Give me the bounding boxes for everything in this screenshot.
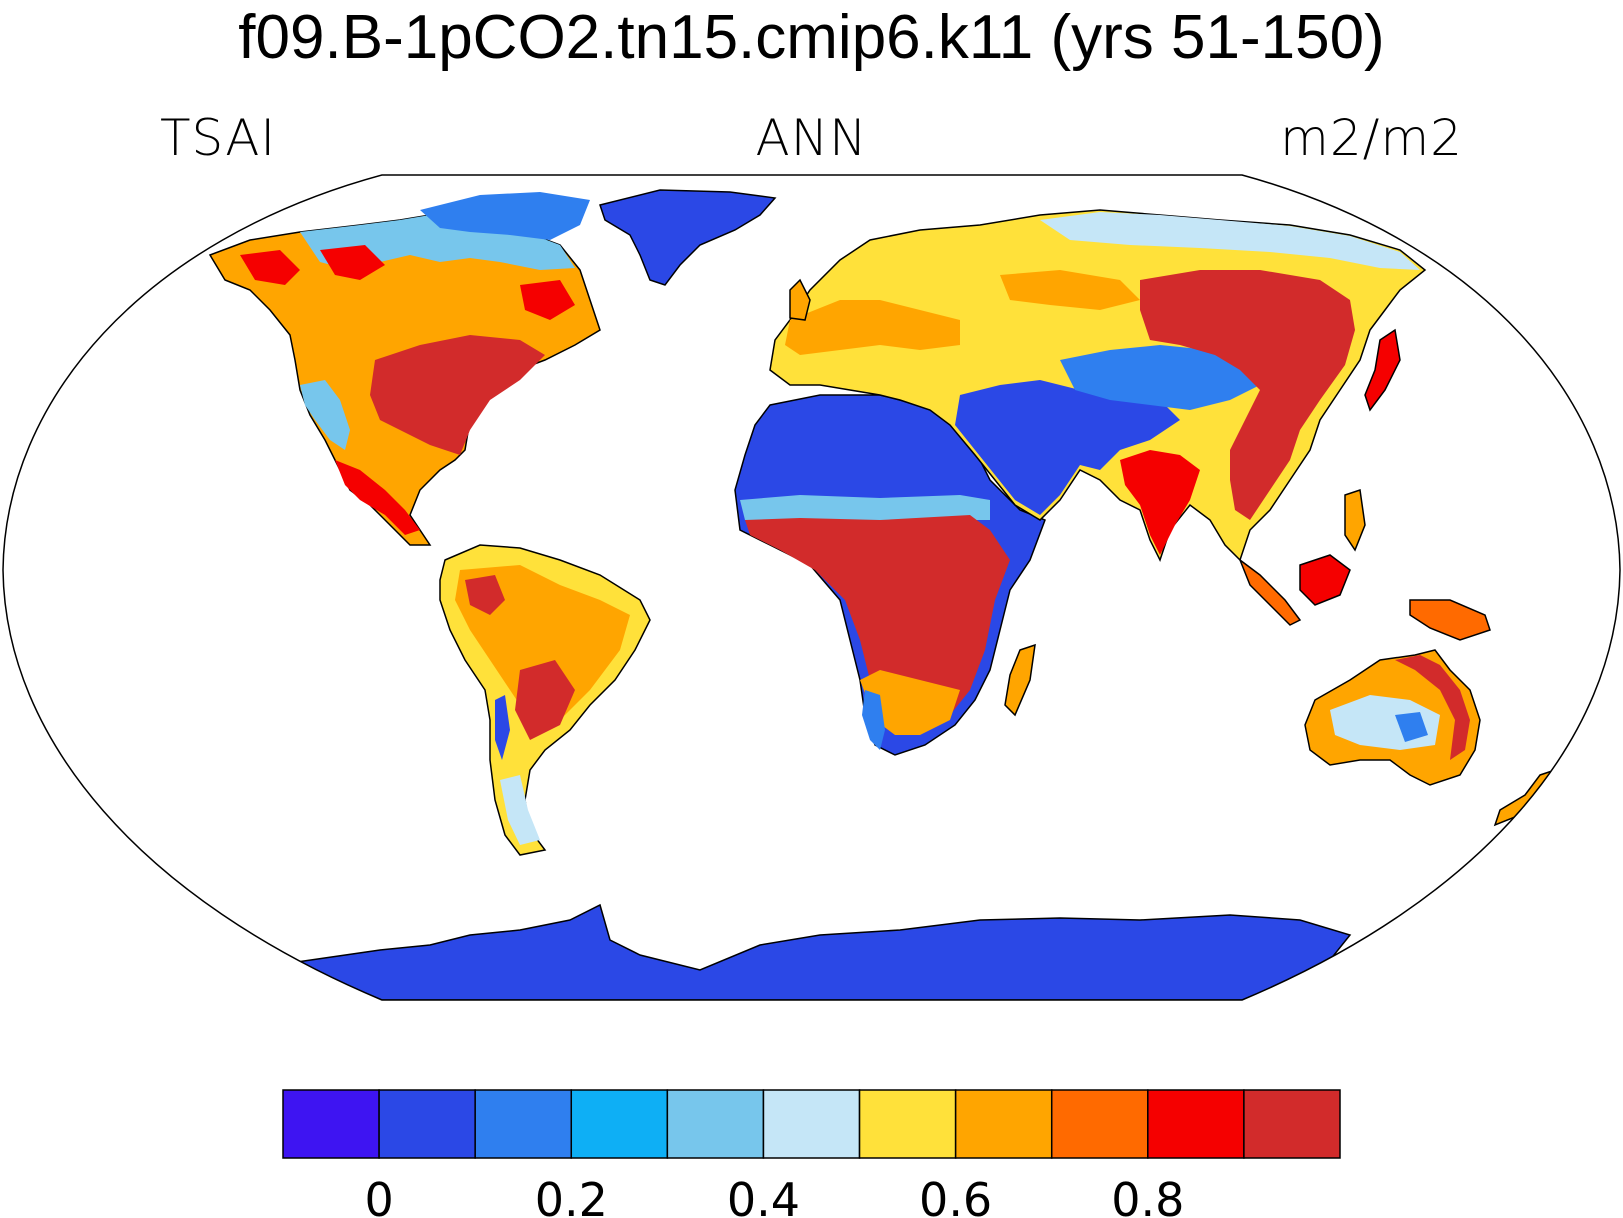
new-guinea bbox=[1409, 599, 1491, 641]
eurasia-north-lightblue bbox=[1040, 212, 1420, 270]
india-red bbox=[1120, 450, 1200, 555]
units-label: m2/m2 bbox=[1280, 109, 1463, 167]
colorbar-tick-label: 0.4 bbox=[727, 1173, 800, 1218]
borneo bbox=[1299, 554, 1351, 606]
colorbar-box bbox=[666, 1089, 765, 1159]
colorbar-box bbox=[762, 1089, 861, 1159]
na-mexico-red bbox=[335, 460, 420, 535]
europe-orange bbox=[785, 300, 960, 355]
africa-southwest-blue bbox=[862, 690, 885, 750]
colorbar-boxes bbox=[282, 1089, 1341, 1159]
colorbar-tick-label: 0.2 bbox=[535, 1173, 608, 1218]
colorbar-box bbox=[282, 1089, 380, 1159]
colorbar-box bbox=[858, 1089, 957, 1159]
colorbar-tick-label: 0.6 bbox=[919, 1173, 992, 1218]
colorbar-box bbox=[378, 1089, 476, 1159]
colorbar-tick-label: 0 bbox=[364, 1173, 393, 1218]
na-west-blue bbox=[300, 380, 350, 450]
africa-orange-belt bbox=[860, 670, 960, 735]
na-north-red bbox=[240, 245, 575, 320]
colorbar-box bbox=[1147, 1089, 1245, 1159]
na-east-red bbox=[370, 335, 545, 455]
sumatra bbox=[1238, 557, 1302, 626]
australia-blue-spot bbox=[1395, 712, 1428, 742]
tibet-blue bbox=[1060, 345, 1260, 410]
china-red bbox=[1140, 270, 1355, 520]
sa-red-west bbox=[465, 575, 505, 615]
sa-south-lightblue bbox=[500, 775, 540, 845]
uk bbox=[789, 278, 811, 321]
map-boundary bbox=[2, 174, 1621, 1001]
colorbar-tick-label: 0.8 bbox=[1111, 1173, 1184, 1218]
season-label: ANN bbox=[755, 109, 868, 167]
colorbar-box bbox=[474, 1089, 573, 1159]
australia-red-coast bbox=[1395, 655, 1470, 760]
japan bbox=[1364, 328, 1401, 412]
central-asia-blue bbox=[955, 380, 1180, 515]
africa-sahel bbox=[740, 495, 990, 520]
colorbar-box bbox=[954, 1089, 1053, 1159]
map-title: f09.B-1pCO2.tn15.cmip6.k11 (yrs 51-150) bbox=[238, 3, 1385, 72]
colorbar-box bbox=[1050, 1089, 1149, 1159]
colorbar-tick-labels: 0 0.2 0.4 0.6 0.8 bbox=[364, 1173, 1184, 1218]
greenland bbox=[599, 189, 777, 286]
colorbar-box bbox=[570, 1089, 669, 1159]
variable-label: TSAI bbox=[160, 109, 277, 167]
sa-blue-west bbox=[495, 695, 510, 760]
madagascar bbox=[1004, 643, 1036, 717]
land-layer bbox=[208, 189, 1557, 1000]
siberia-orange bbox=[1000, 270, 1140, 310]
colorbar-box bbox=[1243, 1089, 1341, 1159]
sa-red-central bbox=[515, 660, 575, 740]
philippines bbox=[1344, 489, 1366, 552]
africa-central-red bbox=[745, 515, 1010, 730]
na-arctic-blue bbox=[420, 192, 590, 240]
